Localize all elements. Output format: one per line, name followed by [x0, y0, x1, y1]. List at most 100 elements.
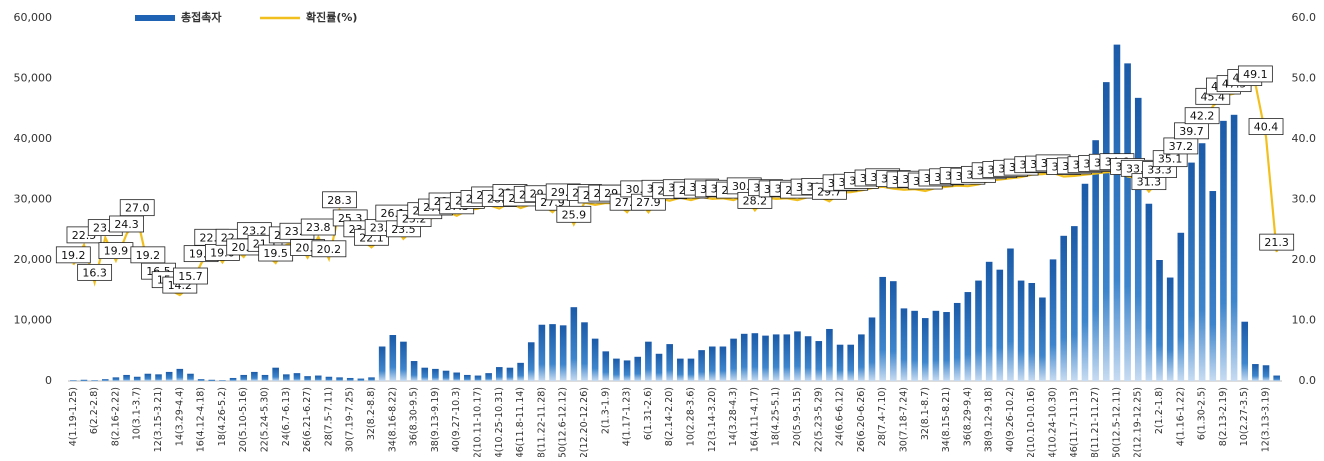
- y2-tick-label: 40.0: [1292, 132, 1317, 145]
- bar: [804, 336, 812, 381]
- data-label-text: 23.8: [306, 221, 331, 234]
- data-label: 20.2: [311, 240, 347, 258]
- x-tick-label: 20(5.9-5.15): [792, 387, 803, 446]
- bar: [1060, 235, 1067, 381]
- x-tick-label: 34(8.16-8.22): [387, 387, 398, 452]
- x-tick-label: 36(8.30-9.5): [409, 387, 420, 446]
- bar: [751, 333, 759, 381]
- data-label-text: 28.3: [327, 194, 352, 207]
- bar: [261, 374, 269, 381]
- data-label-text: 28.2: [743, 194, 768, 207]
- x-tick-label: 8(2.14-2.20): [664, 387, 675, 446]
- x-tick-label: 34(8.15-8.21): [941, 387, 952, 452]
- x-tick-label: 42(10.11-10.17): [472, 387, 483, 457]
- data-label-text: 21.3: [1264, 236, 1289, 249]
- bar: [740, 333, 748, 381]
- bar: [911, 310, 918, 381]
- bar: [1049, 259, 1057, 381]
- data-label: 25.9: [556, 205, 592, 223]
- bar: [123, 374, 130, 381]
- x-tick-label: 48(11.22-11.28): [536, 387, 547, 457]
- data-label: 19.2: [55, 246, 91, 264]
- data-label-text: 16.3: [82, 266, 107, 279]
- bar: [453, 372, 460, 381]
- bar: [836, 344, 844, 381]
- bar: [1092, 140, 1099, 381]
- data-label-box: [1248, 118, 1284, 135]
- x-tick-label: 50(12.6-12.12): [558, 387, 569, 457]
- x-tick-label: 40(9.27-10.3): [451, 387, 462, 452]
- x-tick-label: 20(5.10-5.16): [238, 387, 249, 452]
- bar: [890, 281, 897, 381]
- x-tick-label: 44(10.24-10.30): [1048, 387, 1059, 457]
- x-tick-label: 16(4.12-4.18): [196, 387, 207, 452]
- bar: [155, 374, 162, 381]
- data-label: 39.7: [1174, 122, 1209, 140]
- bar: [1220, 120, 1227, 381]
- x-tick-label: 38(9.13-9.19): [430, 387, 441, 452]
- x-tick-label: 22(5.23-5.29): [813, 387, 824, 452]
- y2-tick-label: 50.0: [1292, 72, 1317, 85]
- legend-label: 총접촉자: [181, 10, 222, 24]
- bar: [80, 379, 88, 381]
- bar: [485, 373, 492, 381]
- x-tick-label: 12(3.15-3.21): [153, 387, 164, 452]
- bar: [1007, 248, 1014, 381]
- data-label-box: [77, 263, 113, 281]
- x-tick-label: 42(10.10-10.16): [1026, 387, 1037, 457]
- x-tick-label: 24(6.6-6.12): [835, 387, 846, 446]
- bar: [506, 367, 514, 381]
- bar: [1017, 280, 1025, 381]
- bar: [368, 377, 375, 381]
- data-label-text: 23.2: [242, 225, 267, 238]
- bar: [495, 367, 503, 381]
- bar: [101, 379, 109, 381]
- bar: [389, 335, 397, 381]
- bar: [133, 376, 141, 381]
- bar: [847, 344, 855, 381]
- bar: [1113, 44, 1121, 382]
- data-label: 40.4: [1248, 118, 1284, 135]
- data-label-text: 27.0: [125, 202, 150, 215]
- bar: [1166, 277, 1174, 381]
- bar: [527, 342, 535, 381]
- bar: [634, 356, 642, 381]
- data-label-box: [119, 199, 155, 217]
- bar: [165, 371, 173, 381]
- bar: [730, 338, 737, 381]
- bar: [400, 341, 407, 381]
- x-tick-label: 14(3.28-4.3): [728, 387, 739, 446]
- data-label-text: 31.3: [1137, 176, 1162, 189]
- y2-tick-label: 30.0: [1292, 193, 1317, 206]
- bar: [655, 353, 663, 381]
- bar: [549, 324, 556, 381]
- bar: [1156, 260, 1163, 381]
- data-label: 16.3: [77, 263, 113, 281]
- bar: [229, 377, 237, 381]
- bar: [240, 374, 248, 381]
- bar: [325, 376, 333, 381]
- x-tick-label: 30(7.19-7.25): [345, 387, 356, 452]
- data-label: 24.3: [109, 215, 144, 233]
- data-label-text: 19.2: [61, 249, 86, 262]
- bar: [357, 378, 365, 381]
- bar: [879, 276, 886, 381]
- data-label: 19.5: [258, 244, 294, 262]
- x-tick-label: 28(7.5-7.11): [323, 387, 334, 446]
- bar: [208, 379, 216, 381]
- bar: [666, 344, 673, 381]
- y-tick-label: 20,000: [14, 253, 53, 266]
- x-tick-label: 6(2.2-2.8): [89, 387, 100, 434]
- data-label-text: 19.5: [263, 247, 288, 260]
- bar: [91, 380, 98, 381]
- bar: [783, 334, 791, 381]
- data-label: 42.2: [1184, 107, 1220, 125]
- bar: [442, 370, 450, 381]
- bar: [581, 322, 588, 381]
- bar: [975, 280, 982, 381]
- data-label-text: 42.2: [1190, 110, 1215, 123]
- bar: [1241, 321, 1249, 381]
- bar: [432, 368, 439, 381]
- x-tick-label: 38(9.12-9.18): [984, 387, 995, 452]
- x-tick-label: 32(8.1-8.7): [920, 387, 931, 440]
